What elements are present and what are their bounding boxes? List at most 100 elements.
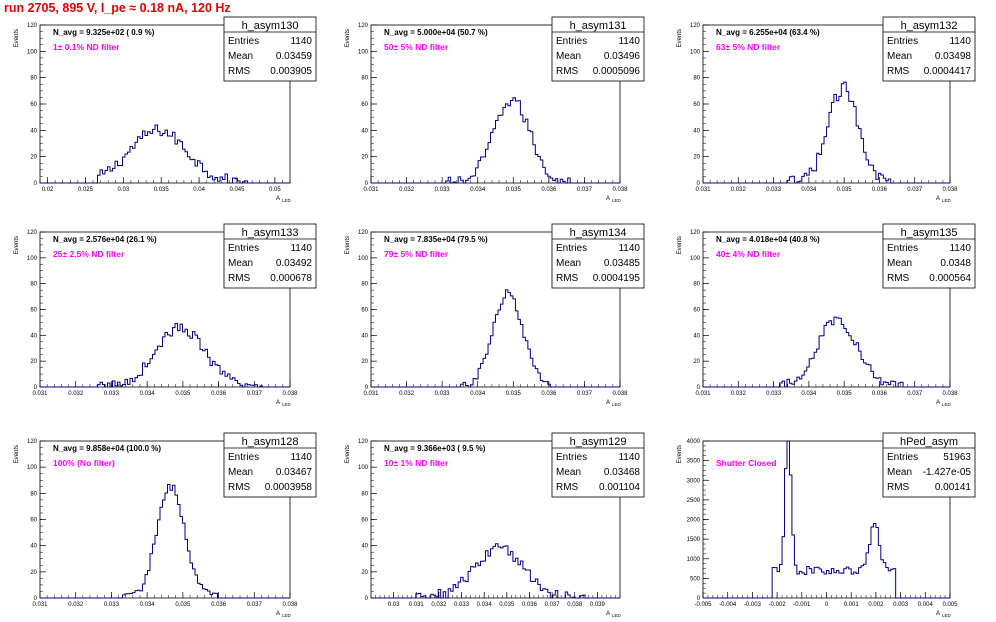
x-tick-label: 0.035 [499, 602, 515, 608]
x-tick-label: 0.036 [872, 391, 888, 397]
y-tick-label: 100 [358, 49, 369, 55]
y-tick-label: 20 [361, 155, 368, 161]
x-tick-label: 0.05 [269, 187, 281, 193]
filter-label: 1± 0.1% ND filter [53, 42, 120, 52]
x-tick-label: 0.031 [363, 187, 379, 193]
histogram-name: h_asym131 [570, 20, 627, 32]
filter-label: Shutter Closed [716, 458, 776, 468]
stat-label-mean: Mean [556, 258, 581, 269]
y-tick-label: 80 [693, 282, 700, 288]
filter-label: 100% (No filter) [53, 458, 115, 468]
x-tick-label: 0.037 [907, 187, 923, 193]
y-tick-label: 3000 [687, 478, 701, 484]
x-tick-label: 0.038 [567, 602, 583, 608]
x-tick-label: 0.031 [695, 187, 711, 193]
stat-label-rms: RMS [887, 273, 910, 284]
y-tick-label: 60 [693, 308, 700, 314]
stat-value-mean: 0.0348 [940, 258, 971, 269]
stat-value-mean: 0.03492 [276, 258, 313, 269]
y-tick-label: 120 [690, 230, 701, 236]
histogram-name: h_asym129 [570, 436, 627, 448]
x-tick-label: 0.003 [893, 602, 909, 608]
y-tick-label: 80 [361, 76, 368, 82]
x-tick-label: 0 [825, 602, 829, 608]
stats-box: h_asym133 Entries 1140 Mean 0.03492 RMS 0.0006… [223, 223, 317, 289]
stat-value-entries: 1140 [290, 243, 312, 254]
y-tick-label: 120 [358, 23, 369, 29]
stat-value-entries: 51963 [943, 452, 971, 463]
stat-label-entries: Entries [887, 243, 918, 254]
x-tick-label: 0.038 [942, 187, 958, 193]
y-tick-label: 2500 [687, 498, 701, 504]
n-avg-label: N_avg = 5.000e+04 (50.7 %) [384, 28, 488, 37]
stat-value-rms: 0.000678 [270, 273, 312, 284]
y-tick-label: 1500 [687, 537, 701, 543]
y-tick-label: 60 [693, 102, 700, 108]
x-tick-label: 0.035 [506, 187, 522, 193]
x-tick-label: 0.031 [695, 391, 711, 397]
y-tick-label: 0 [697, 596, 701, 602]
histogram-line [371, 543, 620, 599]
n-avg-label: N_avg = 9.366e+03 ( 9.5 %) [384, 444, 486, 453]
x-tick-label: -0.005 [694, 602, 712, 608]
histogram-name: h_asym132 [901, 20, 958, 32]
x-tick-label: 0.033 [766, 391, 782, 397]
histogram-line [371, 97, 620, 184]
x-axis-subscript: LED [282, 402, 292, 407]
histogram-panel-hPed_asym: 0 500 1000 1500 2000 2500 3000 3500 4000 -0.005 -0… [677, 432, 976, 618]
filter-label: 79± 5% ND filter [384, 249, 449, 259]
y-tick-label: 100 [690, 49, 701, 55]
stats-box: h_asym128 Entries 1140 Mean 0.03467 RMS 0.0003… [223, 432, 317, 498]
stat-label-mean: Mean [556, 467, 581, 478]
y-tick-label: 60 [361, 308, 368, 314]
y-axis-title: Events [14, 29, 20, 47]
y-tick-label: 20 [361, 570, 368, 576]
x-tick-label: 0.034 [801, 187, 817, 193]
stats-box: h_asym134 Entries 1140 Mean 0.03485 RMS 0.0004… [551, 223, 645, 289]
x-tick-label: 0.045 [229, 187, 245, 193]
x-tick-label: -0.002 [769, 602, 787, 608]
n-avg-label: N_avg = 9.325e+02 ( 0.9 %) [53, 28, 155, 37]
x-tick-label: 0.032 [399, 391, 415, 397]
y-tick-label: 120 [690, 23, 701, 29]
y-axis-title: Events [345, 236, 351, 254]
y-tick-label: 60 [361, 518, 368, 524]
x-tick-label: 0.004 [918, 602, 934, 608]
histogram-line [703, 440, 950, 599]
x-tick-label: 0.03 [388, 602, 400, 608]
x-tick-label: 0.037 [545, 602, 561, 608]
y-tick-label: 100 [358, 465, 369, 471]
y-tick-label: 40 [361, 333, 368, 339]
x-tick-label: 0.035 [175, 602, 191, 608]
stat-label-entries: Entries [887, 36, 918, 47]
stat-label-rms: RMS [228, 482, 251, 493]
x-axis-title: A [606, 400, 610, 406]
y-tick-label: 60 [30, 102, 37, 108]
histogram-line [40, 124, 290, 184]
x-tick-label: 0.038 [282, 602, 298, 608]
x-axis-subscript: LED [282, 613, 292, 618]
stat-value-mean: -1.427e-05 [923, 467, 972, 478]
stat-value-mean: 0.03459 [276, 51, 313, 62]
y-tick-label: 100 [358, 256, 369, 262]
x-tick-label: 0.032 [731, 187, 747, 193]
x-axis-subscript: LED [942, 613, 952, 618]
stat-value-mean: 0.03467 [276, 467, 313, 478]
x-tick-label: -0.001 [793, 602, 811, 608]
y-tick-label: 20 [30, 155, 37, 161]
y-tick-label: 80 [361, 282, 368, 288]
histogram-name: h_asym133 [242, 227, 299, 239]
stat-value-rms: 0.0005096 [593, 66, 641, 77]
x-tick-label: 0.037 [577, 391, 593, 397]
y-tick-label: 40 [693, 333, 700, 339]
histogram-panel-h_asym133: 0 20 40 60 80 100 120 0.031 0.032 0.033 0.034 0.035… [14, 223, 317, 407]
y-tick-label: 40 [693, 128, 700, 134]
y-axis-title: Events [345, 29, 351, 47]
histogram-line [371, 289, 620, 388]
stat-value-mean: 0.03498 [935, 51, 972, 62]
stats-box-frame [882, 432, 976, 498]
y-tick-label: 20 [30, 570, 37, 576]
x-tick-label: 0.031 [363, 391, 379, 397]
n-avg-label: N_avg = 7.835e+04 (79.5 %) [384, 235, 488, 244]
